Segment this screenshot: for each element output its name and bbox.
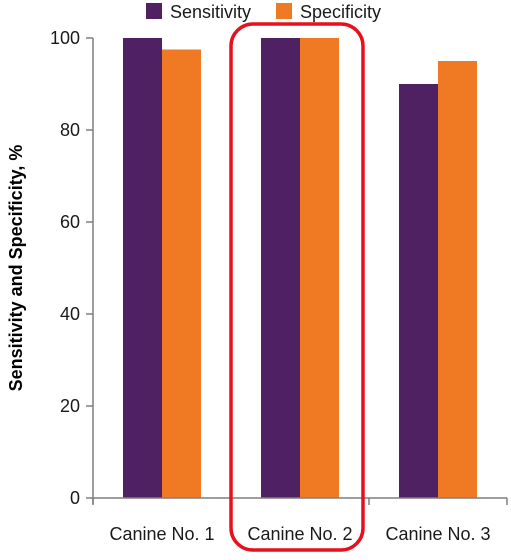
legend-label-sensitivity: Sensitivity [170,2,251,22]
x-axis: Canine No. 1 Canine No. 2 Canine No. 3 [92,497,508,544]
x-tick-label: Canine No. 1 [109,524,214,544]
highlight-group [229,22,365,552]
y-tick-label: 0 [70,488,80,508]
y-axis: 0 20 40 60 80 100 [50,28,94,508]
bar-sensitivity-3 [399,84,438,498]
legend-label-specificity: Specificity [300,2,381,22]
legend-swatch-specificity [276,3,292,19]
highlight-box [229,22,365,552]
bars [123,38,477,498]
y-tick-label: 100 [50,28,80,48]
bar-sensitivity-2 [261,38,300,498]
x-tick-label: Canine No. 2 [247,524,352,544]
legend-swatch-sensitivity [146,3,162,19]
x-tick-label: Canine No. 3 [385,524,490,544]
y-axis-label: Sensitivity and Specificity, % [6,145,26,392]
y-tick-label: 20 [60,396,80,416]
bar-specificity-3 [438,61,477,498]
y-tick-label: 60 [60,212,80,232]
bar-specificity-1 [162,49,201,498]
legend: Sensitivity Specificity [146,2,381,22]
bar-specificity-2 [300,38,339,498]
bar-sensitivity-1 [123,38,162,498]
y-tick-label: 80 [60,120,80,140]
y-tick-label: 40 [60,304,80,324]
